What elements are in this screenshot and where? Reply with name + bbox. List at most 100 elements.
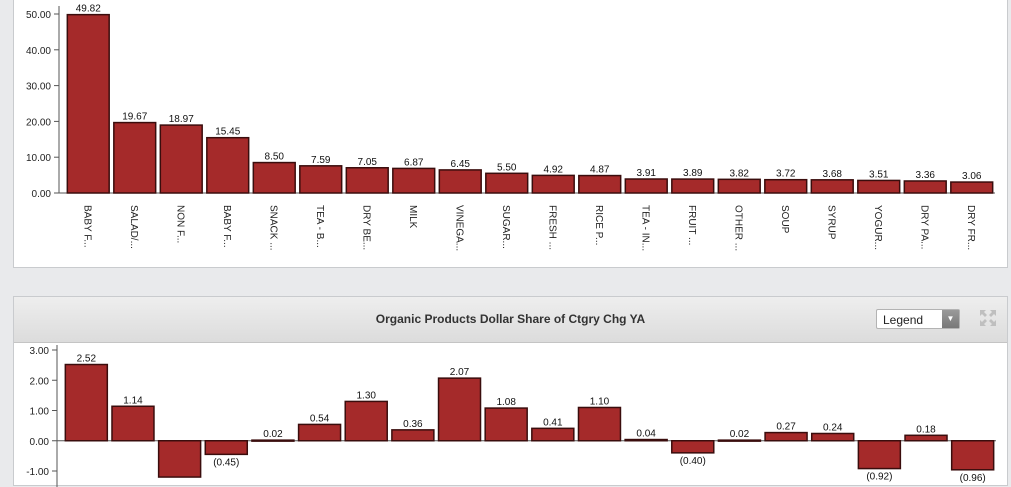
y-tick-label: 30.00 bbox=[26, 82, 51, 93]
legend-dropdown-label: Legend bbox=[883, 313, 924, 327]
x-category-label: SOUP bbox=[779, 205, 790, 234]
x-category-label: TEA - B... bbox=[314, 205, 325, 248]
bar bbox=[437, 377, 482, 442]
x-category-label: OTHER ... bbox=[732, 205, 743, 251]
bar-value-label: 5.50 bbox=[497, 162, 517, 173]
x-category-label: VINEGA... bbox=[453, 205, 464, 251]
bar bbox=[717, 439, 762, 442]
bar-value-label: 3.89 bbox=[683, 168, 703, 179]
bar bbox=[64, 363, 109, 442]
bar-value-label: (0.92) bbox=[866, 472, 892, 483]
bar bbox=[903, 180, 947, 194]
bar-value-label: 1.14 bbox=[123, 395, 143, 406]
bar bbox=[578, 174, 622, 194]
bar-value-label: 0.27 bbox=[776, 422, 796, 433]
x-category-label: YOGUR... bbox=[872, 205, 883, 250]
bar bbox=[206, 136, 250, 194]
bar bbox=[624, 438, 668, 442]
bar-value-label: 1.08 bbox=[496, 397, 516, 408]
x-category-label: SNACK ... bbox=[267, 205, 278, 251]
bottom-chart-panel: Organic Products Dollar Share of Ctgry C… bbox=[13, 296, 1008, 487]
bar-value-label: 3.82 bbox=[730, 168, 750, 179]
bar-value-label: 0.04 bbox=[636, 429, 656, 440]
bar bbox=[204, 440, 249, 456]
bar bbox=[857, 440, 902, 470]
bar-value-label: 3.72 bbox=[776, 169, 796, 180]
bar bbox=[950, 440, 995, 471]
x-category-label: BABY F... bbox=[221, 205, 232, 248]
bar-value-label: 3.91 bbox=[637, 168, 657, 179]
bottom-bar-chart: 3.00 2.00 1.00 0.00 -1.00 2.52 1.14 (0.45) 0.02 0… bbox=[26, 345, 996, 487]
bar-value-label: 0.36 bbox=[403, 419, 423, 430]
top-bar-chart: 50.00 40.00 30.00 20.00 10.00 0.00 49.82 BABY F… bbox=[26, 4, 995, 251]
bar bbox=[299, 165, 343, 194]
y-tick-label: 50.00 bbox=[26, 10, 51, 21]
bar-value-label: 0.54 bbox=[310, 413, 330, 424]
y-tick-label: 1.00 bbox=[30, 407, 50, 418]
x-category-label: DRY PA... bbox=[918, 205, 929, 249]
y-tick-label: 2.00 bbox=[30, 376, 50, 387]
bar bbox=[717, 178, 761, 194]
bar-value-label: 7.05 bbox=[358, 157, 378, 168]
x-category-label: BABY F... bbox=[81, 205, 92, 248]
bar-value-label: 0.24 bbox=[823, 422, 843, 433]
x-category-label: NON F... bbox=[174, 205, 185, 243]
x-category-label: DRY BE... bbox=[360, 205, 371, 250]
bar bbox=[904, 434, 948, 442]
bar bbox=[66, 13, 110, 194]
expand-icon[interactable] bbox=[979, 309, 997, 327]
bar bbox=[624, 178, 668, 194]
y-tick-label: -1.00 bbox=[26, 467, 49, 478]
bar-value-label: 49.82 bbox=[76, 4, 101, 15]
bar-value-label: 6.45 bbox=[451, 159, 471, 170]
bar-value-label: 3.06 bbox=[962, 171, 982, 182]
x-category-label: DRY FR... bbox=[965, 205, 976, 250]
bar-value-label: 15.45 bbox=[215, 127, 240, 138]
bar-value-label: 3.51 bbox=[869, 169, 889, 180]
bar bbox=[577, 406, 622, 442]
bar-value-label: 0.02 bbox=[730, 429, 750, 440]
bar bbox=[531, 174, 575, 194]
bar-value-label: 7.59 bbox=[311, 155, 331, 166]
chevron-down-icon[interactable]: ▼ bbox=[942, 310, 959, 328]
x-category-label: MILK bbox=[407, 205, 418, 229]
bar-value-label: 8.50 bbox=[265, 152, 285, 163]
bar-value-label: 3.68 bbox=[823, 169, 843, 180]
bar-value-label: 0.41 bbox=[543, 417, 563, 428]
bar bbox=[810, 179, 854, 194]
bar-value-label: 1.30 bbox=[356, 390, 376, 401]
bar bbox=[345, 167, 389, 194]
y-tick-label: 20.00 bbox=[26, 117, 51, 128]
x-category-label: RICE P... bbox=[593, 205, 604, 245]
bar bbox=[485, 172, 529, 194]
panel-header: Organic Products Dollar Share of Ctgry C… bbox=[14, 297, 1007, 343]
bar bbox=[438, 169, 482, 194]
bar bbox=[392, 167, 436, 194]
bar-value-label: 6.87 bbox=[404, 157, 424, 168]
bar-value-label: 0.18 bbox=[916, 424, 936, 435]
x-category-label: SYRUP bbox=[825, 205, 836, 240]
bar bbox=[159, 124, 203, 194]
y-tick-label: 3.00 bbox=[30, 346, 50, 357]
bar bbox=[391, 429, 435, 442]
y-tick-label: 0.00 bbox=[32, 189, 52, 200]
bar bbox=[857, 179, 901, 194]
bar-value-label: (0.96) bbox=[960, 473, 986, 484]
bar bbox=[484, 407, 528, 442]
top-chart-panel: 50.00 40.00 30.00 20.00 10.00 0.00 49.82 BABY F… bbox=[13, 0, 1008, 268]
bar-value-label: 2.07 bbox=[450, 367, 470, 378]
bar-value-label: 19.67 bbox=[122, 112, 147, 123]
x-category-label: SUGAR... bbox=[500, 205, 511, 249]
bar bbox=[113, 121, 157, 194]
bar-value-label: 18.97 bbox=[169, 114, 194, 125]
x-category-label: TEA - IN... bbox=[639, 205, 650, 251]
x-category-label: FRUIT ... bbox=[686, 205, 697, 245]
y-tick-label: 40.00 bbox=[26, 46, 51, 57]
bar bbox=[157, 440, 202, 478]
legend-dropdown[interactable]: Legend ▼ bbox=[876, 309, 960, 329]
bar bbox=[297, 423, 342, 442]
bar bbox=[252, 161, 296, 194]
bar-value-label: (0.40) bbox=[680, 456, 706, 467]
bar-value-label: 4.92 bbox=[544, 164, 564, 175]
bar bbox=[111, 405, 155, 442]
